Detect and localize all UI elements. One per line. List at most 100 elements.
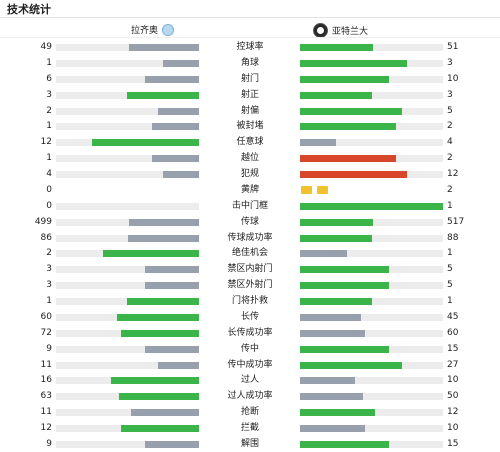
stat-label: 黄牌 <box>240 184 259 195</box>
away-value: 2 <box>447 153 453 164</box>
stat-label: 越位 <box>240 153 259 164</box>
home-bar-fill <box>92 139 199 147</box>
stat-row: 0 黄牌 2 <box>0 183 500 198</box>
stat-row: 4 犯规 12 <box>0 167 500 182</box>
home-value: 6 <box>46 73 52 84</box>
home-bar-fill <box>127 298 199 306</box>
home-value: 4 <box>46 169 52 180</box>
home-bar-track <box>56 123 199 131</box>
away-bar-fill <box>300 298 372 306</box>
away-bar-fill <box>300 202 443 210</box>
home-bar-fill <box>127 91 199 99</box>
away-bar-track <box>300 234 443 242</box>
away-bar-track <box>300 75 443 83</box>
stat-row: 6 射门 10 <box>0 72 500 87</box>
away-bar-track <box>300 218 443 226</box>
home-bar-track <box>56 234 199 242</box>
stat-label: 被封堵 <box>236 121 264 132</box>
away-value: 27 <box>447 359 459 370</box>
away-value: 10 <box>447 73 459 84</box>
home-value: 49 <box>40 42 52 52</box>
stat-label: 控球率 <box>236 42 264 52</box>
home-bar-track <box>56 313 199 321</box>
stat-row: 11 抢断 12 <box>0 405 500 420</box>
away-bar-track <box>300 329 443 337</box>
away-bar-track <box>300 202 443 210</box>
away-bar-fill <box>300 123 396 131</box>
away-bar-fill <box>300 266 389 274</box>
home-bar-fill <box>152 155 199 163</box>
home-bar-fill <box>145 441 199 448</box>
stat-row: 60 长传 45 <box>0 310 500 325</box>
home-value: 72 <box>40 327 52 338</box>
home-value: 1 <box>46 296 52 307</box>
away-bar-fill <box>300 313 361 321</box>
home-bar-fill <box>129 218 199 226</box>
away-bar-track <box>300 123 443 131</box>
home-bar-track <box>56 107 199 115</box>
away-value: 2 <box>447 184 453 195</box>
away-value: 3 <box>447 57 453 68</box>
home-bar-track <box>56 345 199 353</box>
stat-row: 2 射偏 5 <box>0 104 500 119</box>
away-value: 5 <box>447 264 453 275</box>
away-value: 45 <box>447 311 459 322</box>
away-value: 15 <box>447 439 459 449</box>
stat-row: 16 过人 10 <box>0 373 500 388</box>
yellow-card-icon <box>301 185 312 194</box>
away-bar-fill <box>300 171 407 179</box>
away-bar-fill <box>300 329 365 337</box>
away-value: 50 <box>447 391 459 402</box>
lazio-crest-icon <box>162 23 175 36</box>
away-value: 1 <box>447 296 453 307</box>
home-value: 9 <box>46 439 52 449</box>
stat-label: 传中 <box>240 343 259 354</box>
away-bar-fill <box>300 345 389 353</box>
away-bar-fill <box>300 139 336 147</box>
away-value: 12 <box>447 407 459 418</box>
home-bar-fill <box>129 44 199 51</box>
away-bar-fill <box>300 361 402 369</box>
home-value: 1 <box>46 153 52 164</box>
stat-row: 12 拦截 10 <box>0 421 500 436</box>
stat-label: 传球成功率 <box>227 232 273 243</box>
home-team-header: 拉齐奥 <box>131 23 175 36</box>
stat-label: 传中成功率 <box>227 359 273 370</box>
stat-label: 绝佳机会 <box>231 248 268 259</box>
stat-label: 犯规 <box>240 169 259 180</box>
home-value: 3 <box>46 264 52 275</box>
home-bar-fill <box>163 171 199 179</box>
away-bar-fill <box>300 218 373 226</box>
away-bar-track <box>300 171 443 179</box>
stat-label: 传球 <box>240 216 259 227</box>
stat-label: 长传成功率 <box>227 327 273 338</box>
stat-row: 3 射正 3 <box>0 88 500 103</box>
yellow-card-icon <box>317 185 328 194</box>
away-bar-track <box>300 377 443 385</box>
home-value: 86 <box>40 232 52 243</box>
home-bar-fill <box>145 345 199 353</box>
away-bar-track <box>300 266 443 274</box>
away-bar-track <box>300 139 443 147</box>
stat-row: 11 传中成功率 27 <box>0 358 500 373</box>
away-value: 12 <box>447 169 459 180</box>
away-bar-track <box>300 282 443 290</box>
stat-row: 499 传球 517 <box>0 215 500 230</box>
header-divider <box>0 37 500 38</box>
home-bar-track <box>56 441 199 448</box>
home-bar-track <box>56 202 199 210</box>
home-value: 12 <box>40 137 52 148</box>
stat-label: 射正 <box>240 89 259 100</box>
away-bar-fill <box>300 107 402 115</box>
home-bar-track <box>56 59 199 67</box>
home-bar-track <box>56 393 199 401</box>
home-bar-track <box>56 91 199 99</box>
away-bar-fill <box>300 441 389 448</box>
home-value: 11 <box>40 407 52 418</box>
home-team-name: 拉齐奥 <box>131 26 159 36</box>
stat-label: 击中门框 <box>231 200 268 211</box>
stat-row: 1 被封堵 2 <box>0 119 500 134</box>
away-value: 10 <box>447 375 459 386</box>
home-value: 11 <box>40 359 52 370</box>
home-value: 63 <box>40 391 52 402</box>
